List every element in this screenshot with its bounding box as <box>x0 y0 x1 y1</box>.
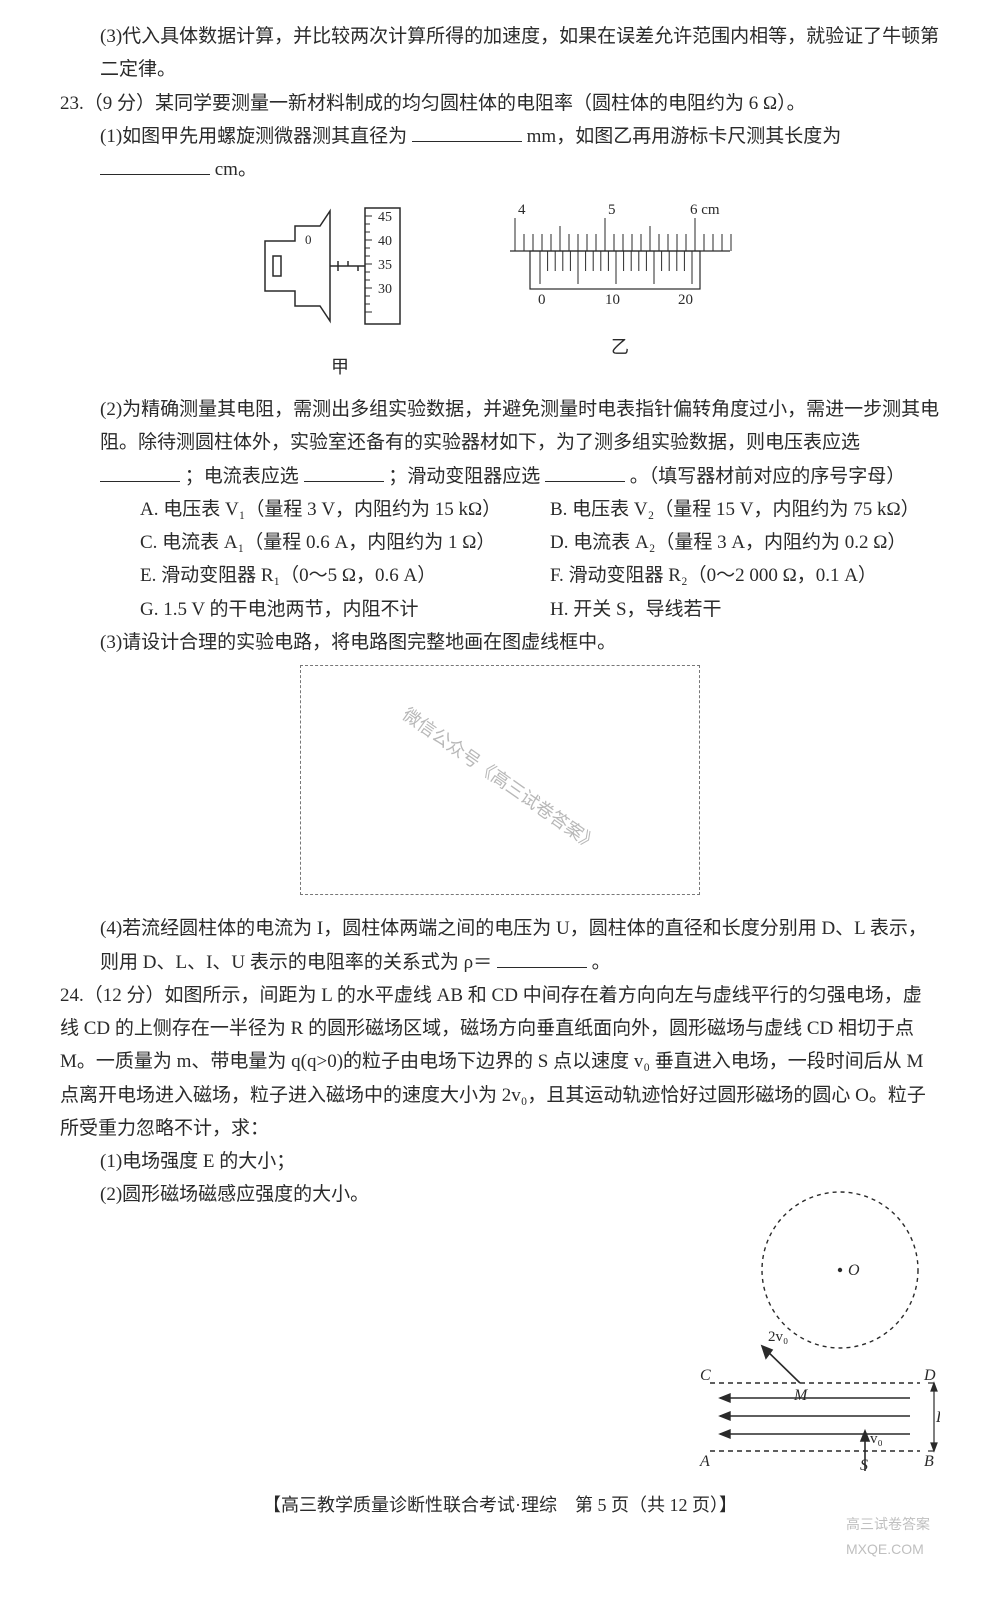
vernier-figure: 4 5 6 cm 0 10 20 乙 <box>500 196 740 383</box>
opt-C: C. 电流表 A₁（量程 0.6 A，内阻约为 1 Ω） <box>140 526 530 559</box>
q23-p2-b: ；电流表应选 <box>185 466 299 487</box>
blank-length[interactable] <box>100 156 210 175</box>
q23-p1-a: (1)如图甲先用螺旋测微器测其直径为 <box>100 126 407 147</box>
svg-text:S: S <box>860 1457 868 1474</box>
svg-text:35: 35 <box>378 258 392 273</box>
blank-rho[interactable] <box>497 949 587 968</box>
blank-rheostat[interactable] <box>545 463 625 482</box>
svg-text:O: O <box>848 1262 860 1279</box>
micrometer-label: 甲 <box>260 352 420 384</box>
opt-G: G. 1.5 V 的干电池两节，内阻不计 <box>140 593 530 626</box>
q23-part2: (2)为精确测量其电阻，需测出多组实验数据，并避免测量时电表指针偏转角度过小，需… <box>60 393 940 493</box>
q23-p4-b: 。 <box>592 952 611 973</box>
watermark-text: 微信公众号《高三试卷答案》 <box>395 700 605 860</box>
q23-part4: (4)若流经圆柱体的电流为 I，圆柱体两端之间的电压为 U，圆柱体的直径和长度分… <box>60 912 940 979</box>
svg-text:0: 0 <box>305 232 312 247</box>
svg-text:40: 40 <box>378 234 392 249</box>
page-footer: 【高三教学质量诊断性联合考试·理综 第 5 页（共 12 页）】 <box>60 1490 940 1522</box>
q23-options: A. 电压表 V₁（量程 3 V，内阻约为 15 kΩ） B. 电压表 V₂（量… <box>60 493 940 626</box>
svg-text:L: L <box>935 1409 940 1426</box>
q24-head: 24.（12 分）如图所示，间距为 L 的水平虚线 AB 和 CD 中间存在着方… <box>60 979 940 1145</box>
svg-text:v₀: v₀ <box>870 1431 883 1447</box>
opt-H: H. 开关 S，导线若干 <box>550 593 940 626</box>
q23-part1: (1)如图甲先用螺旋测微器测其直径为 mm，如图乙再用游标卡尺测其长度为 cm。 <box>60 120 940 187</box>
opt-D: D. 电流表 A₂（量程 3 A，内阻约为 0.2 Ω） <box>550 526 940 559</box>
svg-text:A: A <box>699 1453 710 1470</box>
q24-sub1: (1)电场强度 E 的大小； <box>60 1145 940 1178</box>
q24-diagram: O 2v₀ C D M A B <box>690 1178 940 1489</box>
svg-text:30: 30 <box>378 282 392 297</box>
opt-E: E. 滑动变阻器 R₁（0～5 Ω，0.6 A） <box>140 559 530 592</box>
q23-p1-b: mm，如图乙再用游标卡尺测其长度为 <box>527 126 842 147</box>
blank-voltmeter[interactable] <box>100 463 180 482</box>
q23-figure-row: 45 40 35 30 0 甲 4 5 6 cm <box>60 196 940 383</box>
q23-head: 23.（9 分）某同学要测量一新材料制成的均匀圆柱体的电阻率（圆柱体的电阻约为 … <box>60 87 940 120</box>
svg-text:C: C <box>700 1367 711 1384</box>
opt-A: A. 电压表 V₁（量程 3 V，内阻约为 15 kΩ） <box>140 493 530 526</box>
circuit-draw-box[interactable]: 微信公众号《高三试卷答案》 <box>300 665 700 895</box>
opt-F: F. 滑动变阻器 R₂（0～2 000 Ω，0.1 A） <box>550 559 940 592</box>
bottom-watermark: 高三试卷答案 MXQE.COM <box>846 1512 930 1561</box>
vernier-label: 乙 <box>500 332 740 364</box>
q23-part3: (3)请设计合理的实验电路，将电路图完整地画在图虚线框中。 <box>60 626 940 659</box>
q23-p2-d: 。（填写器材前对应的序号字母） <box>630 466 906 487</box>
opt-B: B. 电压表 V₂（量程 15 V，内阻约为 75 kΩ） <box>550 493 940 526</box>
svg-text:2v₀: 2v₀ <box>768 1329 788 1345</box>
svg-text:B: B <box>924 1453 934 1470</box>
q22-part3: (3)代入具体数据计算，并比较两次计算所得的加速度，如果在误差允许范围内相等，就… <box>60 20 940 87</box>
svg-text:20: 20 <box>678 292 693 308</box>
q23-p1-c: cm。 <box>215 159 257 180</box>
q23-p2-c: ；滑动变阻器应选 <box>388 466 540 487</box>
micrometer-figure: 45 40 35 30 0 甲 <box>260 196 420 383</box>
svg-text:0: 0 <box>538 292 546 308</box>
svg-text:4: 4 <box>518 202 526 218</box>
svg-text:M: M <box>793 1387 809 1404</box>
svg-text:5: 5 <box>608 202 616 218</box>
q23-p2-a: (2)为精确测量其电阻，需测出多组实验数据，并避免测量时电表指针偏转角度过小，需… <box>100 399 939 453</box>
svg-text:10: 10 <box>605 292 620 308</box>
svg-text:6 cm: 6 cm <box>690 202 720 218</box>
svg-text:45: 45 <box>378 210 392 225</box>
blank-ammeter[interactable] <box>304 463 384 482</box>
blank-diameter[interactable] <box>412 123 522 142</box>
